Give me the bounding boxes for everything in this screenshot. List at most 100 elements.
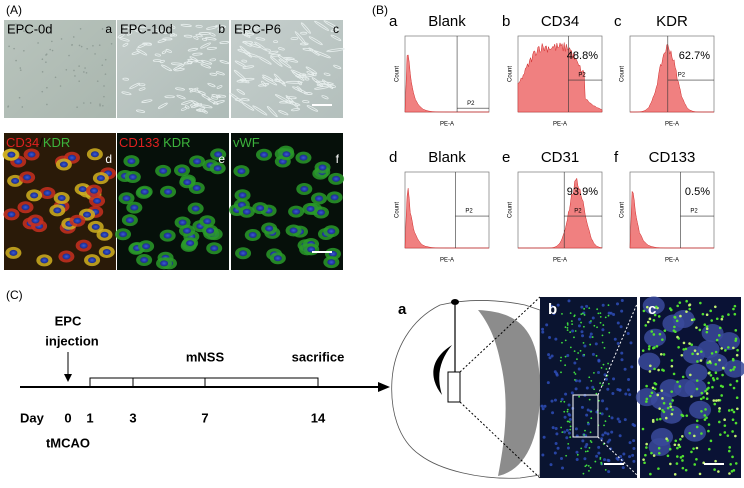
nucleus [628, 393, 632, 397]
cell [46, 103, 48, 106]
cell [209, 72, 218, 76]
signal [690, 450, 693, 454]
cell [78, 65, 80, 67]
nucleus [619, 325, 623, 329]
signal [719, 384, 723, 388]
signal [566, 408, 569, 411]
nucleus [591, 352, 595, 356]
signal [595, 354, 598, 357]
cell [330, 34, 342, 41]
nucleus [624, 392, 628, 396]
cell [86, 47, 88, 50]
cell [135, 29, 143, 33]
signal [676, 446, 679, 450]
signal [566, 329, 569, 332]
cell [193, 36, 199, 40]
signal [566, 420, 569, 423]
signal [596, 326, 598, 329]
signal [596, 308, 599, 311]
nucleus [551, 411, 555, 415]
cell [73, 69, 75, 72]
nucleus [551, 426, 555, 430]
infarct [478, 310, 540, 476]
model-label: tMCAO [46, 435, 90, 450]
cell [183, 34, 193, 38]
gate-label: P2 [690, 209, 698, 215]
nucleus [566, 446, 570, 450]
signal [699, 397, 703, 401]
image-title: EPC-0d [7, 21, 53, 36]
axis-label: PE-A [553, 258, 567, 264]
percent: 0.5% [685, 186, 710, 198]
percent: 62.7% [679, 50, 710, 62]
nucleus [27, 151, 36, 158]
signal [693, 434, 696, 438]
signal [695, 326, 698, 329]
cell [245, 26, 257, 31]
cell [92, 44, 94, 47]
signal [644, 324, 648, 327]
signal [607, 362, 609, 365]
nucleus [577, 324, 581, 328]
marker: KDR [656, 13, 688, 30]
nucleus [581, 439, 585, 443]
cell [207, 82, 216, 88]
signal [727, 313, 730, 316]
cell [102, 104, 104, 107]
nucleus [541, 330, 545, 334]
nucleus [601, 433, 605, 437]
signal [673, 443, 677, 447]
nucleus [178, 219, 187, 226]
signal [590, 410, 592, 413]
nucleus [616, 417, 620, 421]
cell [212, 100, 225, 105]
signal [733, 365, 736, 369]
signal [709, 439, 713, 443]
nucleus [718, 332, 741, 351]
signal [662, 369, 665, 372]
signal [645, 400, 648, 403]
signal [601, 341, 604, 344]
image-title: EPC-10d [120, 21, 173, 36]
bracket [89, 377, 319, 387]
gate-label: P2 [467, 101, 475, 107]
signal [714, 363, 718, 366]
histogram [629, 190, 714, 249]
gate-label: P2 [578, 73, 586, 79]
nucleus [606, 387, 610, 391]
cell [15, 23, 17, 25]
signal [605, 368, 608, 370]
nucleus [616, 321, 620, 325]
stain-part: CD34 [6, 135, 39, 150]
signal [669, 308, 673, 312]
signal [644, 453, 647, 457]
nucleus [164, 188, 173, 195]
cell [290, 108, 300, 112]
nucleus [630, 365, 634, 369]
signal [682, 341, 686, 345]
cell [15, 59, 17, 62]
image-letter: f [336, 152, 340, 166]
cell [46, 86, 48, 89]
cell [200, 42, 211, 49]
nucleus [591, 385, 595, 389]
cell [285, 96, 297, 100]
nucleus [621, 466, 625, 470]
signal [675, 319, 679, 323]
cell [8, 45, 10, 48]
signal [566, 326, 569, 329]
nucleus [603, 431, 607, 435]
signal [652, 346, 655, 350]
nucleus [7, 211, 16, 218]
cell [138, 83, 146, 87]
signal [642, 309, 646, 313]
nucleus [541, 453, 545, 457]
signal [681, 454, 685, 458]
signal [599, 382, 602, 385]
nucleus [575, 450, 579, 454]
nucleus [620, 351, 624, 355]
signal [569, 425, 572, 428]
nucleus [605, 407, 609, 411]
signal [586, 450, 589, 453]
nucleus [289, 227, 298, 234]
